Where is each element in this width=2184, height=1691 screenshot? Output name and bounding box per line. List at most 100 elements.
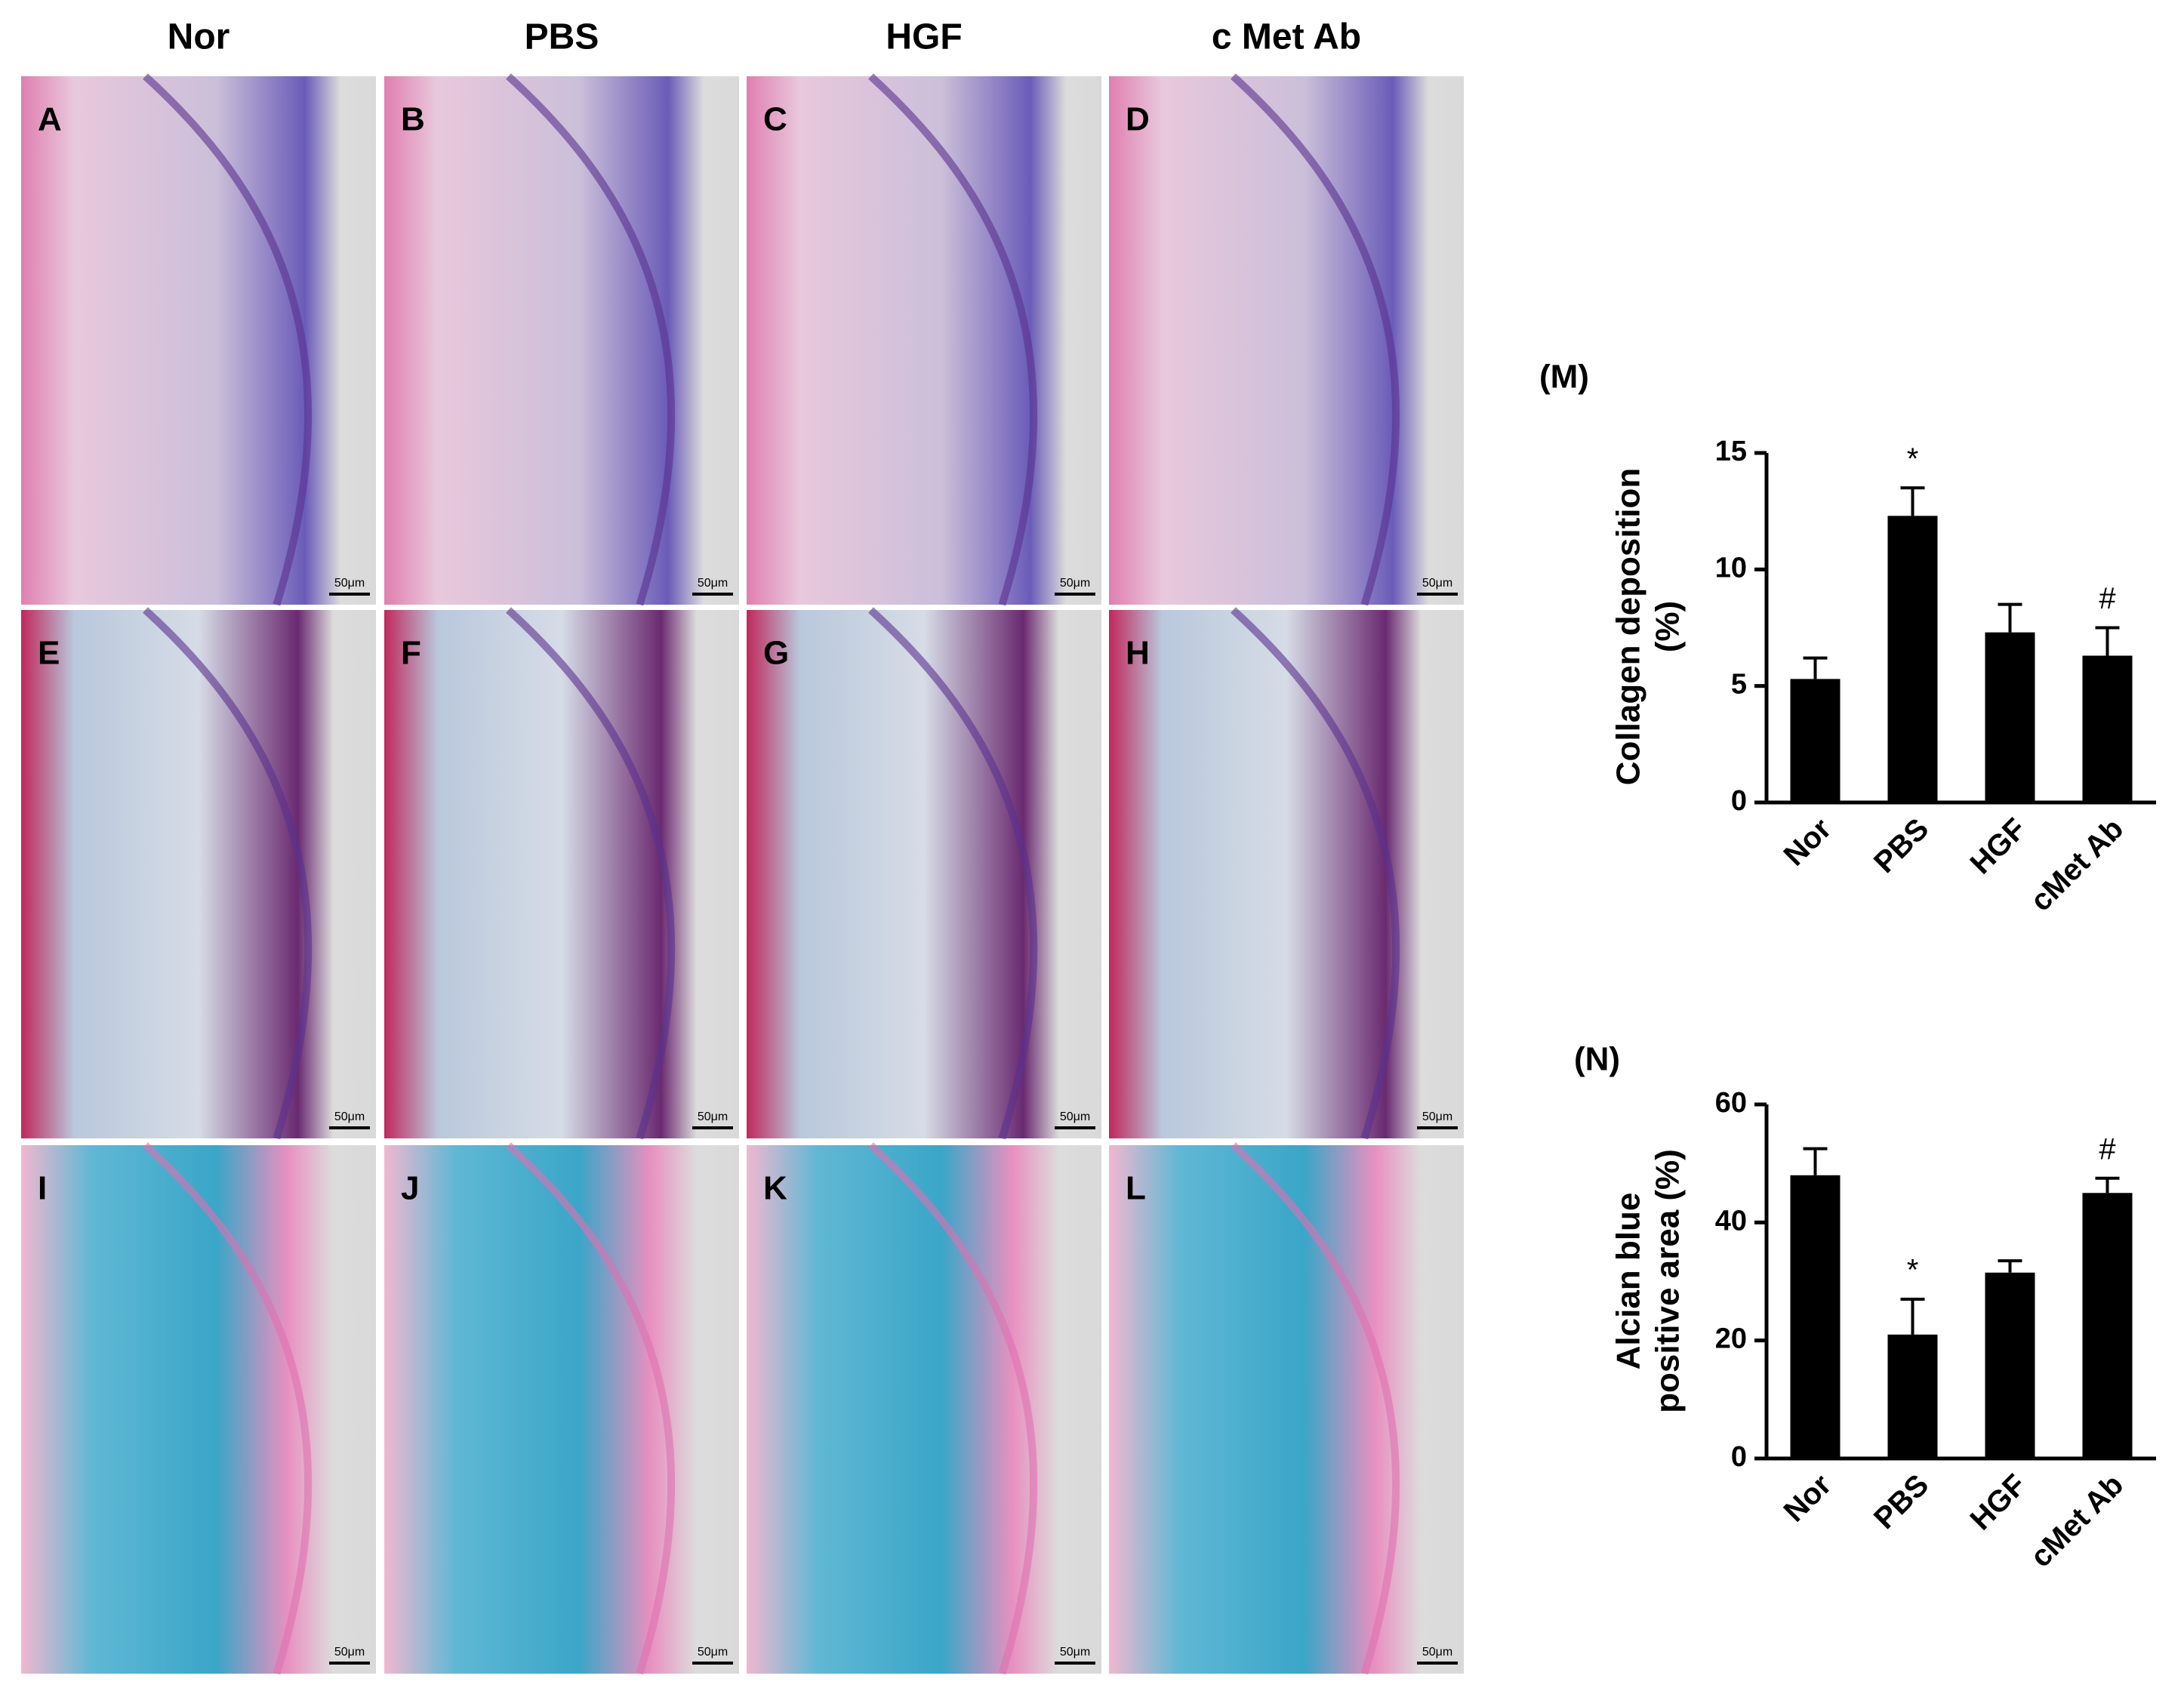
y-tick-label: 0 xyxy=(1731,785,1747,817)
error-bar xyxy=(1998,602,2022,633)
y-tick-label: 0 xyxy=(1731,1441,1747,1473)
x-tick-label: Nor xyxy=(1778,1468,1838,1529)
y-axis-label: Alcian blue xyxy=(1610,1193,1647,1370)
scale-bar-label: 50μm xyxy=(334,1646,365,1659)
error-bar xyxy=(1900,486,1925,516)
scale-bar-label: 50μm xyxy=(1422,1646,1452,1659)
image-background xyxy=(1109,610,1464,1138)
histology-image: G 50μm xyxy=(747,607,1101,1140)
scale-bar-label: 50μm xyxy=(334,577,365,590)
y-tick-label: 20 xyxy=(1715,1323,1747,1355)
tissue-edge xyxy=(506,73,676,606)
panel-letter: D xyxy=(1126,101,1150,138)
scale-bar-label: 50μm xyxy=(698,577,728,590)
panel-letter: L xyxy=(1126,1170,1146,1207)
column-header: c Met Ab xyxy=(1212,17,1361,57)
scale-bar-label: 50μm xyxy=(1422,1110,1452,1123)
histology-image: K 50μm xyxy=(747,1142,1101,1675)
y-tick-label: 5 xyxy=(1731,669,1747,701)
column-header: PBS xyxy=(525,17,599,57)
histology-image: C 50μm xyxy=(747,73,1101,606)
histology-panels: Nor PBS HGF c Met AbA50μmB50μmC50μmD50μmE50… xyxy=(21,17,1464,1675)
y-tick-label: 10 xyxy=(1715,552,1747,584)
x-tick-label: PBS xyxy=(1868,1468,1935,1535)
image-background xyxy=(1109,1145,1464,1674)
tissue-edge xyxy=(1231,607,1400,1140)
y-tick-label: 40 xyxy=(1715,1205,1747,1237)
bar xyxy=(2082,1193,2133,1458)
bar xyxy=(1985,1272,2035,1458)
scale-bar-label: 50μm xyxy=(1060,1110,1090,1123)
image-background xyxy=(384,76,739,605)
bar xyxy=(1887,1334,1938,1458)
tissue-edge xyxy=(868,73,1038,606)
histology-image: H 50μm xyxy=(1109,607,1464,1140)
panel-label: (M) xyxy=(1539,359,1589,396)
image-background xyxy=(747,1145,1101,1674)
error-bar xyxy=(1998,1259,2022,1273)
scale-bar-label: 50μm xyxy=(334,1110,365,1123)
image-background xyxy=(21,610,376,1138)
significance-mark: * xyxy=(1907,442,1919,476)
error-bar xyxy=(2095,1176,2120,1194)
error-bar xyxy=(2095,626,2120,656)
error-bar xyxy=(1803,656,1828,679)
column-header: HGF xyxy=(886,17,962,57)
scale-bar-label: 50μm xyxy=(1060,577,1090,590)
image-background xyxy=(1109,76,1464,605)
y-tick-label: 60 xyxy=(1715,1087,1747,1119)
scale-bar-label: 50μm xyxy=(1422,577,1452,590)
significance-mark: # xyxy=(2099,1132,2116,1166)
y-axis-label: (%) xyxy=(1650,601,1687,652)
tissue-edge xyxy=(143,607,313,1140)
x-tick-label: PBS xyxy=(1868,812,1935,879)
scale-bar-label: 50μm xyxy=(698,1110,728,1123)
significance-mark: # xyxy=(2099,582,2116,615)
tissue-edge xyxy=(506,1142,676,1675)
bar xyxy=(1790,679,1841,802)
bar xyxy=(2082,655,2133,802)
x-tick-label: cMet Ab xyxy=(2024,812,2130,918)
image-background xyxy=(21,1145,376,1674)
error-bar xyxy=(1803,1147,1828,1175)
x-tick-label: cMet Ab xyxy=(2024,1468,2130,1574)
bar xyxy=(1985,632,2035,802)
panel-label: (N) xyxy=(1574,1041,1620,1078)
tissue-edge xyxy=(1231,73,1400,606)
image-background xyxy=(747,610,1101,1138)
image-background xyxy=(21,76,376,605)
error-bar xyxy=(1900,1297,1925,1335)
y-axis-label: Collagen deposition xyxy=(1610,468,1647,785)
column-header: Nor xyxy=(168,17,230,57)
histology-image: D 50μm xyxy=(1109,73,1464,606)
histology-image: L 50μm xyxy=(1109,1142,1464,1675)
tissue-edge xyxy=(143,73,313,606)
image-background xyxy=(384,1145,739,1674)
histology-image: I 50μm xyxy=(21,1142,376,1675)
significance-mark: * xyxy=(1907,1254,1919,1287)
tissue-edge xyxy=(1231,1142,1400,1675)
panel-letter: C xyxy=(763,101,787,138)
bar xyxy=(1887,516,1938,802)
x-tick-label: Nor xyxy=(1778,812,1838,873)
charts: (M) Collagen deposition (%) 0 5 10 15 Nor * PBS HG… xyxy=(1539,359,2156,1574)
tissue-edge xyxy=(868,607,1038,1140)
panel-letter: G xyxy=(763,635,789,672)
x-tick-label: HGF xyxy=(1964,812,2033,881)
panel-letter: H xyxy=(1126,635,1150,672)
panel-letter: K xyxy=(763,1170,787,1207)
histology-image: E 50μm xyxy=(21,607,376,1140)
scale-bar-label: 50μm xyxy=(698,1646,728,1659)
y-tick-label: 15 xyxy=(1715,436,1747,467)
panel-letter: A xyxy=(38,101,62,138)
histology-image: B 50μm xyxy=(384,73,739,606)
histology-image: A 50μm xyxy=(21,73,376,606)
panel-letter: J xyxy=(401,1170,419,1207)
image-background xyxy=(747,76,1101,605)
histology-image: F 50μm xyxy=(384,607,739,1140)
x-tick-label: HGF xyxy=(1964,1468,2033,1537)
panel-letter: B xyxy=(401,101,425,138)
panel-letter: I xyxy=(38,1170,47,1207)
tissue-edge xyxy=(143,1142,313,1675)
